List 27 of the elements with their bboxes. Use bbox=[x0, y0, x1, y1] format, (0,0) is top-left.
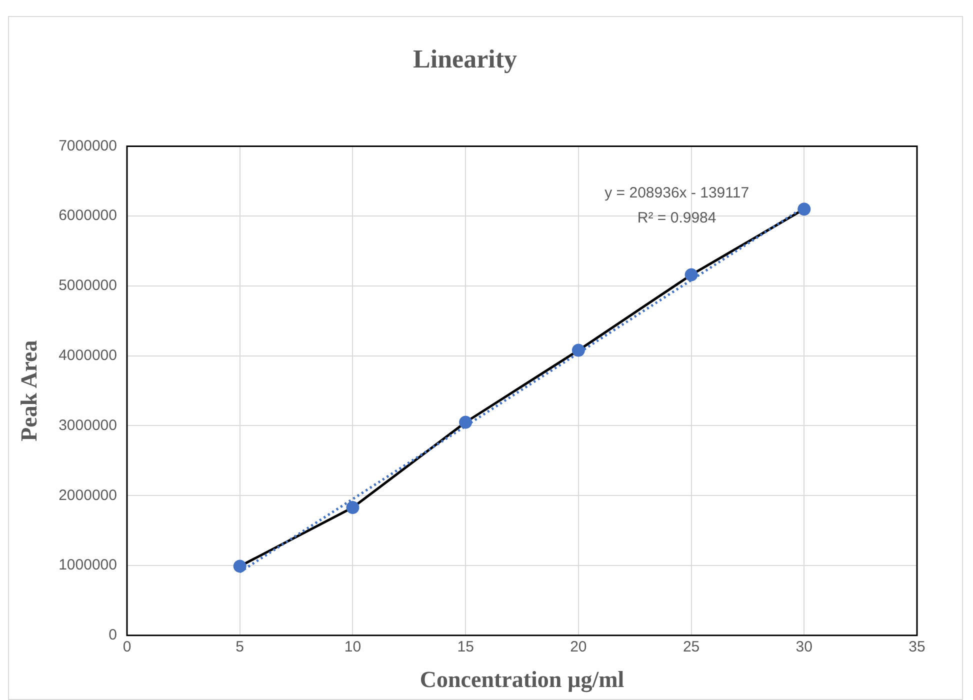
y-tick-label: 4000000 bbox=[58, 347, 117, 364]
x-tick-label: 10 bbox=[344, 638, 362, 656]
y-tick-label: 1000000 bbox=[58, 556, 117, 574]
annotation: R² = 0.9984 bbox=[637, 209, 716, 226]
point bbox=[346, 501, 360, 514]
point bbox=[572, 344, 585, 357]
x-tick-label: 20 bbox=[570, 638, 587, 656]
x-tick-label: 0 bbox=[122, 638, 132, 656]
x-tick-label: 35 bbox=[908, 638, 926, 656]
x-tick-label: 25 bbox=[682, 638, 700, 656]
x-axis-title: Concentration µg/ml bbox=[420, 667, 624, 694]
y-tick-label: 6000000 bbox=[58, 207, 117, 224]
point bbox=[798, 202, 811, 216]
x-tick-label: 30 bbox=[796, 638, 812, 656]
y-axis-title: Peak Area bbox=[16, 340, 42, 442]
y-tick-label: 0 bbox=[108, 626, 117, 644]
x-tick-label: 15 bbox=[457, 638, 474, 656]
point bbox=[684, 268, 698, 282]
y-tick-label: 2000000 bbox=[58, 486, 117, 504]
x-tick-label: 5 bbox=[236, 638, 244, 656]
point bbox=[459, 416, 472, 429]
point bbox=[233, 560, 246, 573]
y-tick-label: 5000000 bbox=[58, 277, 117, 294]
annotation: y = 208936x - 139117 bbox=[604, 184, 750, 202]
y-tick-label: 3000000 bbox=[58, 416, 117, 434]
y-tick-label: 7000000 bbox=[58, 137, 117, 154]
chart-title: Linearity bbox=[413, 44, 517, 74]
